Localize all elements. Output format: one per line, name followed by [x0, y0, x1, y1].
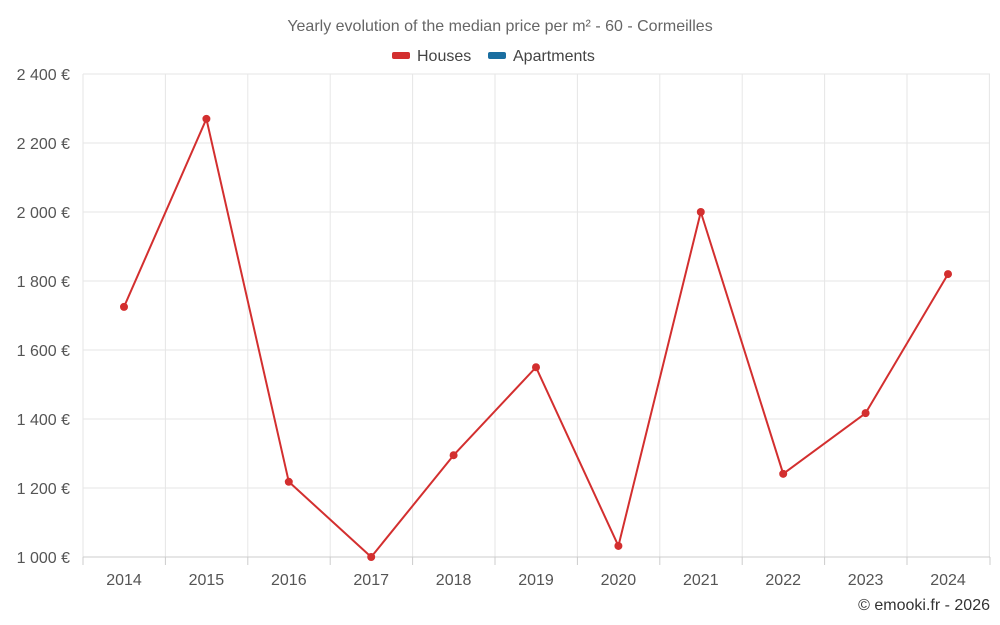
- y-tick-label: 1 200 €: [17, 481, 70, 498]
- y-axis: 1 000 € 1 200 € 1 400 € 1 600 € 1 800 € 2 000…: [17, 67, 70, 567]
- y-tick-label: 2 200 €: [17, 136, 70, 153]
- x-tick-label: 2019: [518, 572, 554, 589]
- data-point-houses[interactable]: [120, 302, 128, 311]
- legend-swatch-apartments[interactable]: [488, 52, 506, 59]
- x-tick-label: 2016: [271, 572, 307, 589]
- series-layer: [120, 114, 952, 561]
- data-point-houses[interactable]: [696, 208, 705, 216]
- data-point-houses[interactable]: [944, 270, 952, 279]
- legend-label-houses[interactable]: Houses: [417, 48, 471, 65]
- x-tick-label: 2015: [189, 572, 225, 589]
- chart-title: Yearly evolution of the median price per…: [287, 18, 712, 35]
- x-tick-label: 2021: [683, 572, 719, 589]
- data-point-houses[interactable]: [284, 477, 293, 486]
- data-point-houses[interactable]: [449, 451, 458, 460]
- data-point-houses[interactable]: [532, 363, 540, 372]
- data-point-houses[interactable]: [367, 553, 376, 561]
- x-tick-label: 2018: [436, 572, 472, 589]
- y-tick-label: 1 400 €: [17, 412, 70, 429]
- y-tick-label: 1 000 €: [17, 550, 70, 567]
- legend-label-apartments[interactable]: Apartments: [513, 48, 595, 65]
- x-axis: 2014 2015 2016 2017 2018 2019 2020 2021 2022 2023…: [82, 556, 991, 589]
- x-tick-label: 2023: [848, 572, 884, 589]
- x-tick-label: 2014: [106, 572, 142, 589]
- y-tick-label: 1 600 €: [17, 343, 70, 360]
- y-tick-label: 1 800 €: [17, 274, 70, 291]
- gridlines: [82, 73, 990, 558]
- legend[interactable]: Houses Apartments: [392, 48, 595, 65]
- data-point-houses[interactable]: [861, 409, 870, 418]
- data-point-houses[interactable]: [202, 114, 211, 123]
- legend-swatch-houses[interactable]: [392, 52, 410, 59]
- x-tick-label: 2024: [930, 572, 966, 589]
- x-tick-label: 2022: [765, 572, 801, 589]
- data-point-houses[interactable]: [779, 469, 788, 478]
- x-tick-label: 2017: [353, 572, 389, 589]
- data-point-houses[interactable]: [614, 541, 623, 550]
- x-tick-label: 2020: [601, 572, 637, 589]
- credit-text: © emooki.fr - 2026: [858, 597, 990, 614]
- y-tick-label: 2 400 €: [17, 67, 70, 84]
- y-tick-label: 2 000 €: [17, 205, 70, 222]
